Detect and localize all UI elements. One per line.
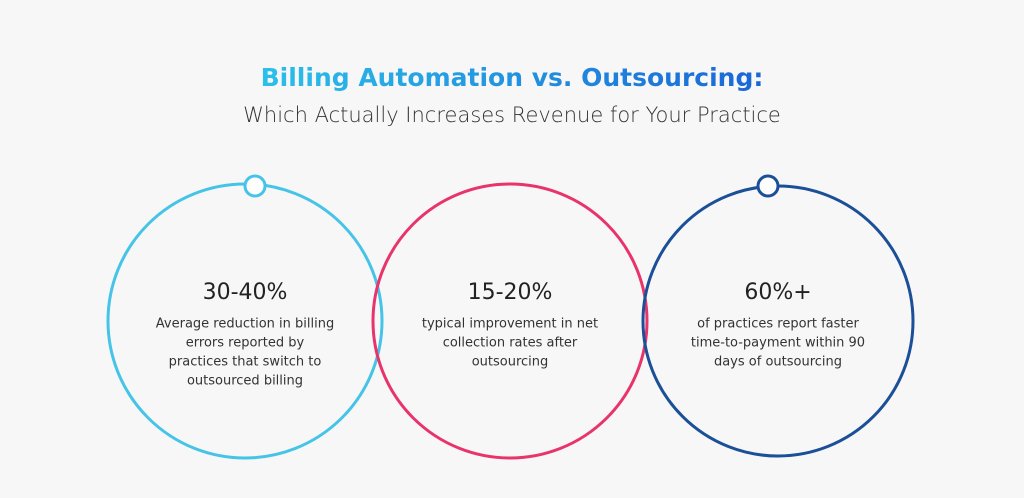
stat-description: time-to-payment within 90 [691,336,865,351]
stat-description: outsourced billing [187,374,303,389]
stat-description: days of outsourcing [714,355,842,370]
stat-value: 30-40% [203,280,288,305]
stat-description: outsourcing [472,355,549,370]
stat-description: collection rates after [443,336,578,351]
stat-value: 60%+ [744,280,811,305]
stat-description: of practices report faster [697,317,859,332]
ring-dot [243,174,267,198]
title: Billing Automation vs. Outsourcing: [261,63,764,92]
circle-ring [371,182,649,460]
stat-description: Average reduction in billing [156,317,334,332]
ring-dot [756,174,780,198]
subtitle: Which Actually Increases Revenue for You… [243,103,781,127]
stat-description: practices that switch to [169,355,322,370]
stats: 30-40% Average reduction in billing errors… [156,280,865,389]
stat-description: errors reported by [186,336,305,351]
stat-description: typical improvement in net [422,317,598,332]
stat-value: 15-20% [468,280,553,305]
